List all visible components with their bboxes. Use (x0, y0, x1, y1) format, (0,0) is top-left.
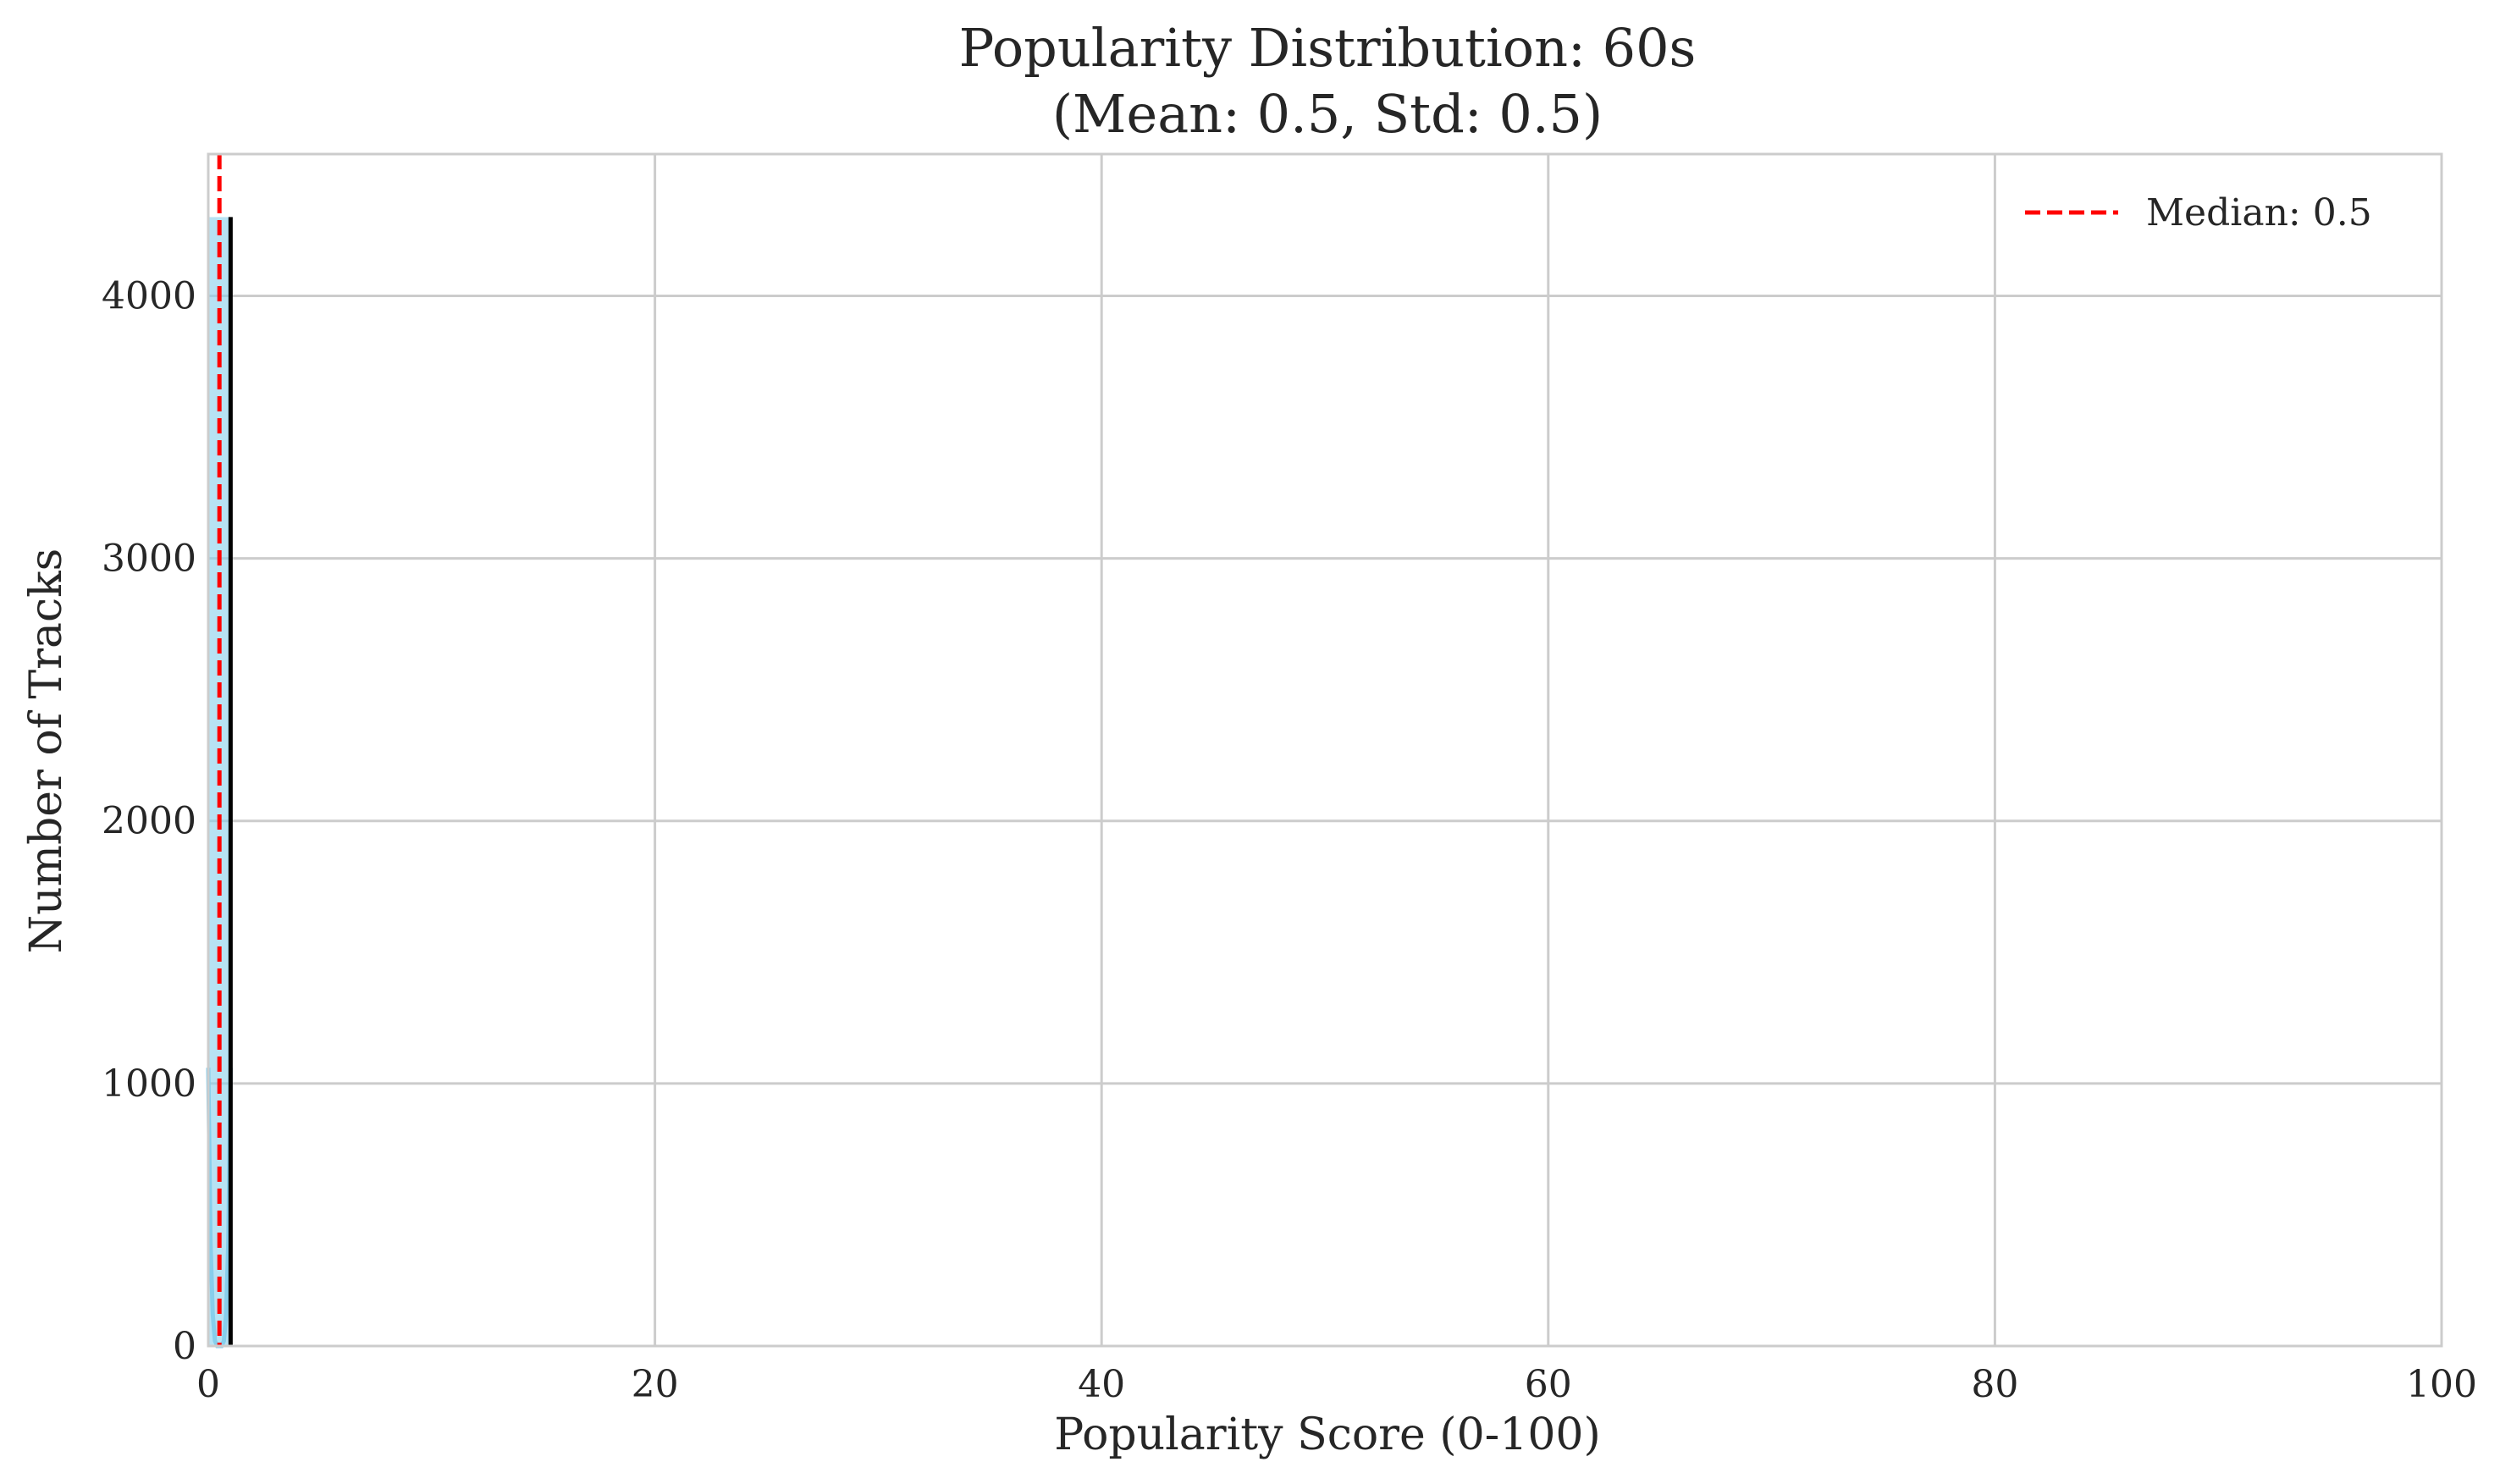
x-tick-labels: 0 20 40 60 80 100 (196, 1363, 2477, 1406)
y-tick-label-2000: 2000 (102, 800, 196, 843)
y-tick-label-4000: 4000 (102, 274, 196, 317)
y-tick-labels: 0 1000 2000 3000 4000 (102, 274, 196, 1368)
y-tick-label-0: 0 (173, 1325, 196, 1368)
x-tick-label-100: 100 (2406, 1363, 2477, 1406)
y-tick-label-3000: 3000 (102, 538, 196, 581)
chart-subtitle: (Mean: 0.5, Std: 0.5) (1052, 83, 1603, 145)
x-tick-label-80: 80 (1971, 1363, 2018, 1406)
chart-title: Popularity Distribution: 60s (959, 17, 1697, 79)
legend-median-label: Median: 0.5 (2146, 191, 2372, 234)
plot-frame (207, 152, 2443, 1348)
x-tick-label-60: 60 (1525, 1363, 1572, 1406)
y-tick-label-1000: 1000 (102, 1062, 196, 1106)
x-tick-label-0: 0 (196, 1363, 220, 1406)
y-axis-label: Number of Tracks (21, 549, 72, 954)
x-tick-label-40: 40 (1078, 1363, 1125, 1406)
x-tick-label-20: 20 (632, 1363, 679, 1406)
legend: Median: 0.5 (2025, 191, 2372, 234)
x-axis-label: Popularity Score (0-100) (1054, 1410, 1601, 1460)
